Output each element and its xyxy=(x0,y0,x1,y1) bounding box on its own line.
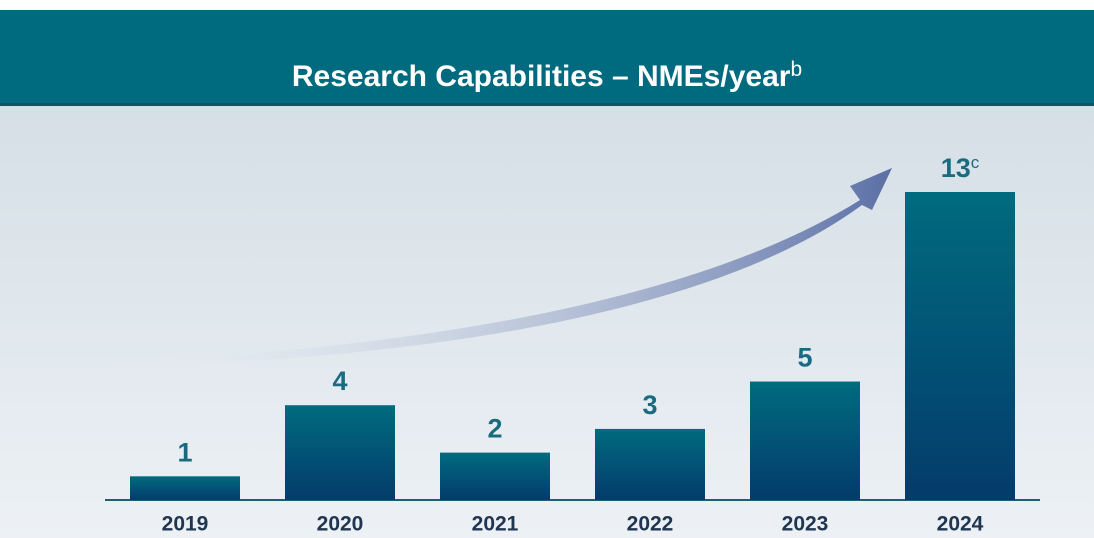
x-tick-label: 2020 xyxy=(317,513,364,536)
value-label-text: 13 xyxy=(941,153,971,183)
value-label: 3 xyxy=(642,390,657,420)
value-label-text: 2 xyxy=(487,414,502,444)
value-label: 4 xyxy=(332,366,347,396)
value-label-text: 5 xyxy=(797,343,812,373)
x-tick-label: 2019 xyxy=(162,513,209,536)
header-edge xyxy=(0,103,1094,106)
bar xyxy=(905,192,1015,500)
value-label-text: 3 xyxy=(642,390,657,420)
x-tick-label: 2021 xyxy=(472,513,519,536)
bar xyxy=(750,381,860,500)
bar xyxy=(440,452,550,500)
bar xyxy=(285,405,395,500)
title-text: Research Capabilities – NMEs/year xyxy=(292,60,791,93)
bar xyxy=(595,428,705,500)
x-tick-label: 2023 xyxy=(782,513,829,536)
bar xyxy=(130,476,240,500)
trend-arrow xyxy=(100,168,892,366)
value-label: 13c xyxy=(941,153,980,183)
header xyxy=(0,10,1094,105)
x-tick-label: 2022 xyxy=(627,513,674,536)
value-label: 2 xyxy=(487,414,502,444)
x-tick-label: 2024 xyxy=(937,513,984,536)
value-label: 1 xyxy=(177,437,192,467)
title-superscript: b xyxy=(790,58,802,81)
chart-title: Research Capabilities – NMEs/yearb xyxy=(292,58,802,93)
value-label-text: 4 xyxy=(332,366,347,396)
value-label-superscript: c xyxy=(971,153,980,172)
value-label: 5 xyxy=(797,343,812,373)
plot: 2019 1 2020 4 2021 2 2022 3 2023 5 2024 13c xyxy=(130,153,1015,536)
value-label-text: 1 xyxy=(177,437,192,467)
